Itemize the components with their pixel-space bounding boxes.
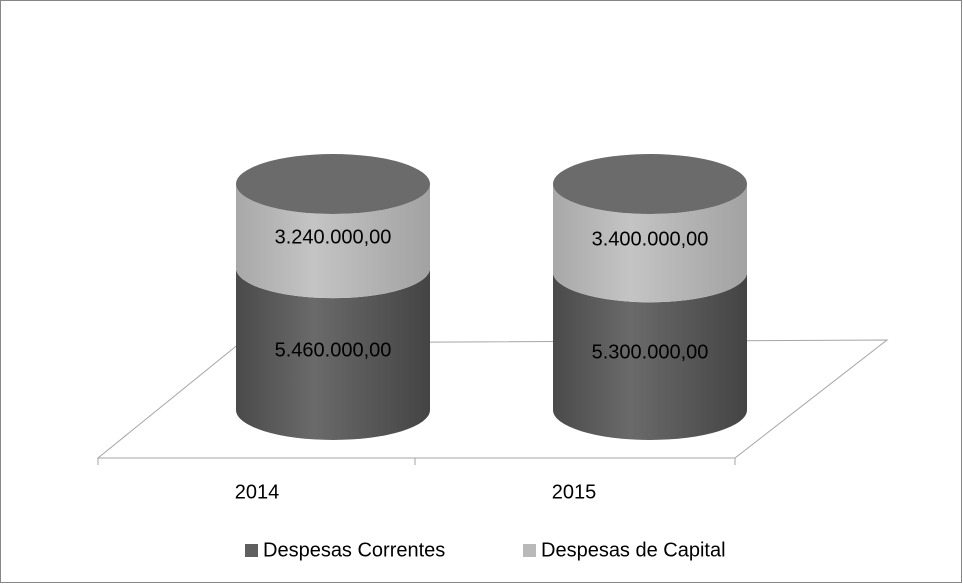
data-label: 3.400.000,00 (592, 228, 709, 250)
data-label: 3.240.000,00 (275, 226, 392, 248)
legend-swatch (523, 544, 536, 557)
x-tick-label: 2014 (235, 481, 280, 503)
cylinder-segment (553, 184, 747, 303)
cylinder-top (553, 154, 747, 214)
cylinder-top (236, 154, 430, 214)
x-tick-label: 2015 (552, 481, 597, 503)
data-label: 5.300.000,00 (592, 341, 709, 363)
legend-label: Despesas Correntes (263, 539, 445, 561)
cylinder-segment (553, 272, 747, 440)
legend-label: Despesas de Capital (541, 539, 726, 561)
cylinder-segment (236, 268, 430, 440)
floor-ticks (97, 458, 736, 465)
legend-swatch (245, 544, 258, 557)
floor (96, 339, 889, 459)
data-label: 5.460.000,00 (275, 339, 392, 361)
cylinder-segment (236, 184, 430, 299)
